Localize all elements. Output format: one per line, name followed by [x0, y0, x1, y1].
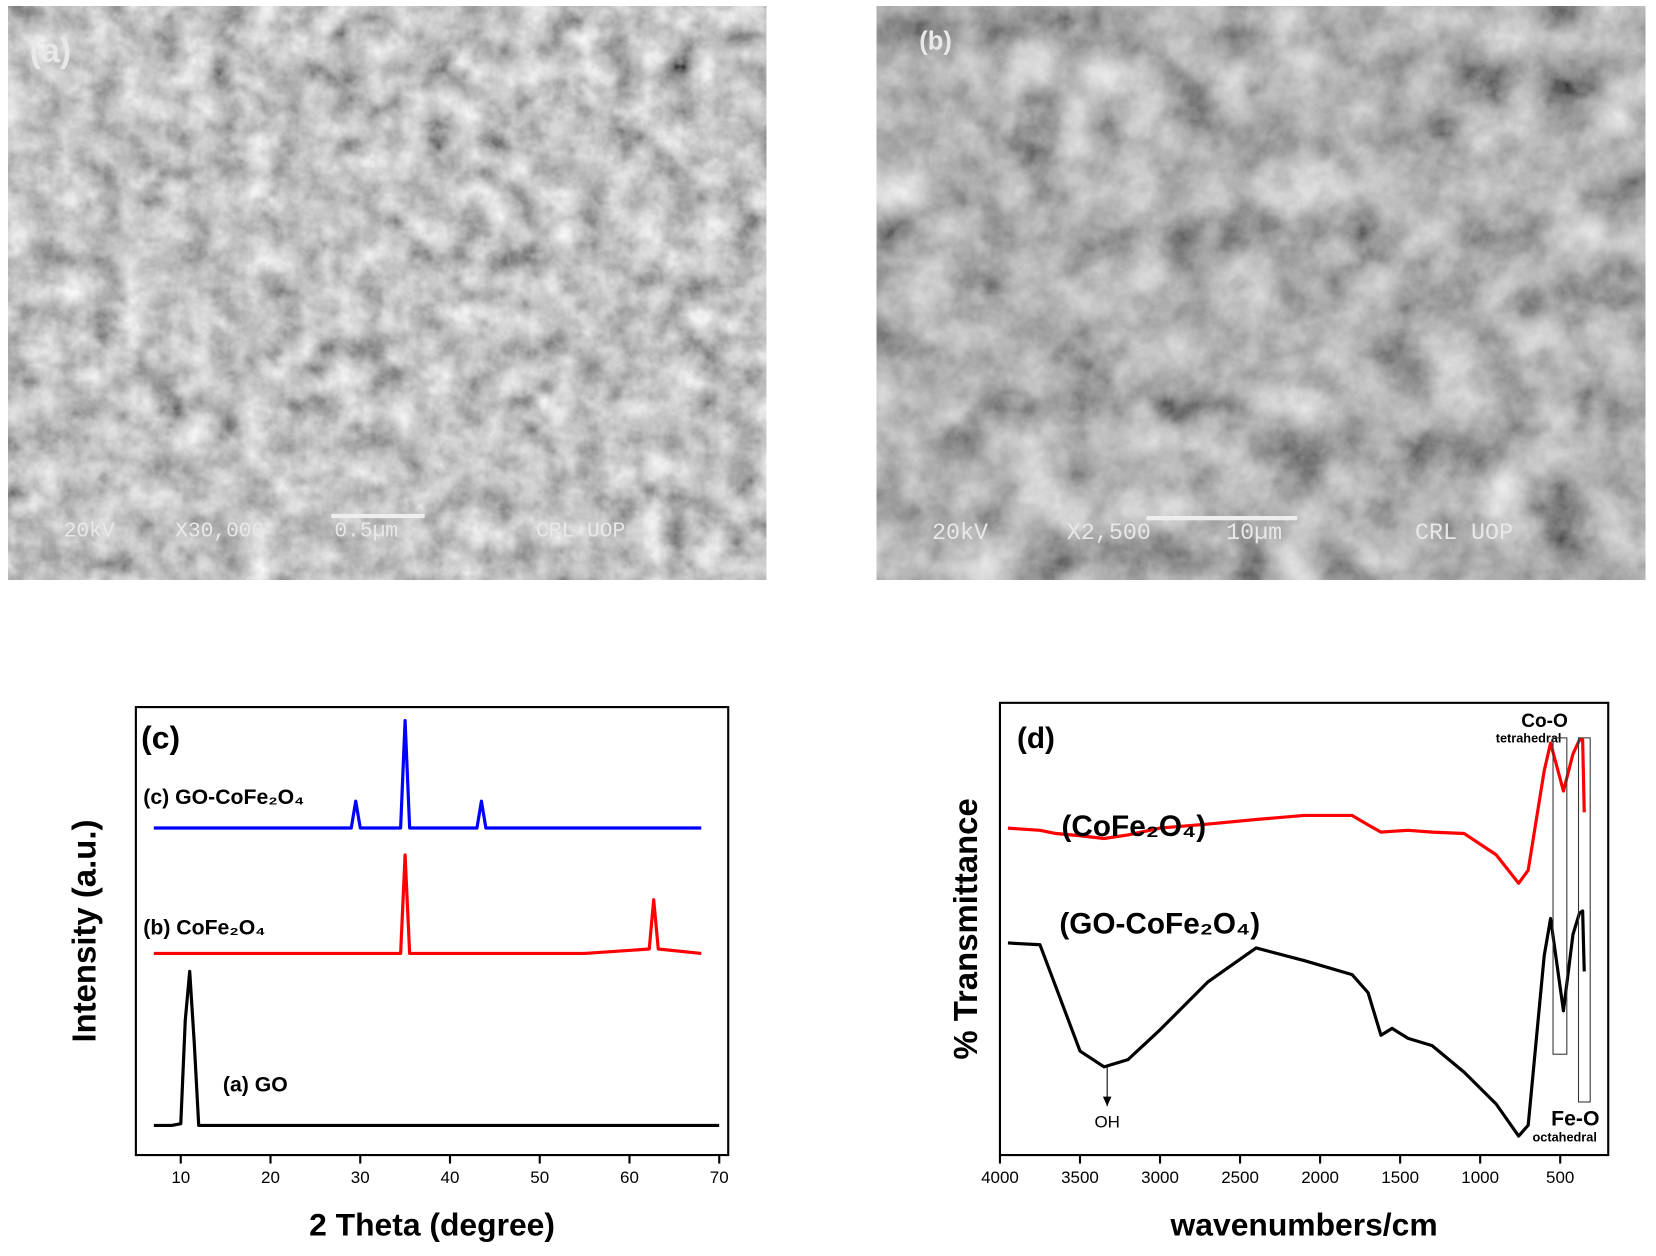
sem-image-b: (b) 20kV X2,500 10µm CRL UOP	[876, 6, 1646, 580]
sem-image-a: (a) 20kV X30,000 0.5µm CRL UOP	[8, 6, 767, 580]
x-tick-label: 1500	[1381, 1168, 1419, 1187]
x-tick-label: 1000	[1461, 1168, 1499, 1187]
sem-info: X2,500	[1067, 521, 1151, 547]
series-label: (a) GO	[223, 1074, 288, 1097]
series-line	[1007, 738, 1586, 885]
x-tick-label: 20	[261, 1168, 280, 1187]
sem-texture	[8, 6, 767, 580]
annotation: tetrahedral	[1496, 730, 1562, 745]
sem-info: 0.5µm	[334, 519, 398, 543]
x-axis-title: wavenumbers/cm	[1170, 1207, 1438, 1243]
x-tick-label: 3000	[1141, 1168, 1179, 1187]
annotation: octahedral	[1533, 1129, 1597, 1144]
charts: 10 20 30 40 50 60 70 2 Theta (degree) Intensity …	[66, 701, 1610, 1243]
annotation: Fe-O	[1551, 1108, 1599, 1131]
panel-label: (d)	[1017, 722, 1055, 755]
sem-info: CRL UOP	[1415, 521, 1513, 547]
sem-info: CRL UOP	[536, 519, 625, 543]
annotation: OH	[1094, 1113, 1119, 1132]
x-tick-label: 4000	[981, 1168, 1019, 1187]
series-line	[1007, 909, 1586, 1138]
plot-frame	[134, 706, 730, 1157]
x-tick-label: 60	[620, 1168, 639, 1187]
panel-label: (c)	[141, 719, 180, 755]
series-label: (c) GO-CoFe₂O₄	[143, 786, 304, 809]
x-tick-label: 500	[1546, 1168, 1574, 1187]
sem-info: 20kV	[64, 519, 115, 543]
x-axis-title: 2 Theta (degree)	[309, 1207, 555, 1243]
sem-info: X30,000	[175, 519, 264, 543]
panel-label: (a)	[30, 32, 72, 70]
x-tick-label: 2000	[1301, 1168, 1339, 1187]
series-line	[153, 718, 702, 830]
series-label: (b) CoFe₂O₄	[143, 917, 265, 940]
x-tick-label: 70	[710, 1168, 729, 1187]
series-line	[153, 853, 702, 956]
sem-info: 20kV	[932, 521, 988, 547]
series-label: (GO-CoFe₂O₄)	[1059, 908, 1260, 941]
x-tick-label: 30	[351, 1168, 370, 1187]
x-tick-label: 10	[171, 1168, 190, 1187]
x-tick-label: 3500	[1061, 1168, 1099, 1187]
x-tick-label: 50	[530, 1168, 549, 1187]
x-tick-label: 40	[441, 1168, 460, 1187]
annotation: Co-O	[1521, 711, 1568, 732]
sem-texture	[876, 6, 1646, 580]
series-label: (CoFe₂O₄)	[1062, 810, 1207, 843]
plot-frame	[998, 701, 1610, 1157]
arrow-head	[1102, 1096, 1112, 1107]
series-line	[153, 969, 720, 1128]
band-box	[1577, 737, 1591, 1103]
band-box	[1552, 737, 1568, 1055]
y-axis-title: % Transmittance	[947, 798, 984, 1059]
sem-info: 10µm	[1226, 521, 1282, 547]
panel-label: (b)	[919, 27, 952, 55]
x-tick-label: 2500	[1221, 1168, 1259, 1187]
y-axis-title: Intensity (a.u.)	[66, 820, 103, 1043]
